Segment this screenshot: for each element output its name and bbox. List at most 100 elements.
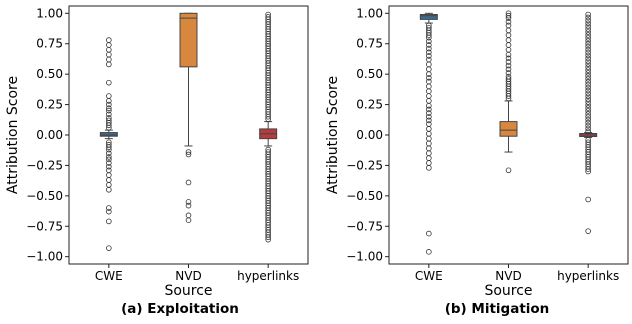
outlier-point	[106, 42, 112, 48]
outlier-point	[426, 145, 432, 152]
outlier-point	[585, 35, 591, 41]
outlier-point	[106, 172, 112, 178]
outlier-point	[585, 46, 591, 53]
outlier-point	[185, 179, 192, 186]
y-tick-label: 0.00	[356, 128, 383, 142]
outlier-point	[505, 70, 512, 76]
outlier-point	[426, 49, 432, 56]
chart-panel-2: −1.00 −0.75 −0.50 −0.25 0.00 0.25 0.50 0.75 1.00…	[325, 5, 629, 317]
box-hyperlinks	[259, 11, 278, 243]
outlier-point	[185, 149, 192, 155]
outlier-point	[106, 154, 112, 160]
outlier-point	[585, 137, 591, 143]
outlier-point	[426, 93, 432, 99]
outlier-point	[106, 37, 112, 43]
box-body	[99, 132, 118, 137]
y-tick-label: −0.50	[26, 189, 63, 203]
box-body	[499, 121, 518, 137]
box-cwe	[99, 37, 118, 251]
outlier-point	[585, 113, 591, 120]
outlier-point	[585, 122, 591, 129]
y-tick-label: 0.25	[356, 98, 383, 112]
outlier-point	[585, 116, 591, 123]
outlier-point	[585, 20, 591, 27]
outlier-point	[426, 230, 432, 237]
outlier-point	[426, 113, 432, 120]
outlier-point	[585, 93, 591, 100]
outlier-point	[505, 15, 512, 21]
outlier-point	[585, 11, 591, 18]
outlier-point	[106, 205, 112, 211]
outlier-point	[585, 67, 591, 73]
y-tick-label: −1.00	[26, 250, 63, 264]
outlier-point	[585, 26, 591, 32]
outlier-point	[426, 66, 432, 73]
outlier-point	[585, 40, 591, 47]
x-tick-label: NVD	[495, 269, 521, 283]
outlier-point	[426, 78, 432, 85]
outlier-point	[426, 98, 432, 104]
outlier-point	[106, 160, 112, 166]
y-tick-label: −0.25	[346, 158, 383, 172]
box-nvd	[499, 10, 518, 174]
outlier-point	[505, 12, 512, 19]
y-tick-label: 0.50	[356, 67, 383, 81]
outlier-point	[585, 228, 591, 234]
outlier-point	[426, 121, 432, 127]
y-axis-label: Attribution Score	[5, 76, 21, 194]
outlier-point	[426, 117, 432, 124]
y-tick-label: 0.50	[36, 67, 63, 81]
outlier-point	[185, 151, 192, 158]
outlier-point	[505, 62, 512, 69]
outlier-point	[585, 73, 591, 79]
outlier-point	[505, 27, 512, 34]
outlier-point	[585, 102, 591, 108]
outlier-point	[505, 95, 512, 102]
outlier-point	[585, 64, 591, 70]
outlier-point	[505, 66, 512, 73]
outlier-point	[505, 22, 512, 29]
outlier-point	[185, 212, 192, 219]
outlier-point	[426, 160, 432, 166]
outlier-point	[585, 87, 591, 94]
outlier-point	[585, 90, 591, 97]
outlier-point	[106, 150, 112, 157]
outlier-point	[185, 217, 192, 223]
outlier-point	[585, 32, 591, 38]
outlier-point	[585, 43, 591, 50]
y-tick-label: −1.00	[346, 250, 383, 264]
box-body	[419, 14, 438, 20]
outlier-point	[585, 111, 591, 117]
outlier-point	[185, 199, 192, 205]
outlier-point	[585, 78, 591, 85]
outlier-point	[426, 34, 432, 41]
chart-panel-1: −1.00 −0.75 −0.50 −0.25 0.00 0.25 0.50 0.75 1.00…	[5, 5, 309, 317]
outlier-point	[106, 47, 112, 53]
outlier-point	[505, 55, 512, 62]
outlier-point	[106, 93, 112, 99]
outlier-point	[426, 135, 432, 142]
outlier-point	[426, 110, 432, 116]
outlier-point	[585, 29, 591, 35]
outlier-point	[106, 101, 112, 108]
outlier-point	[185, 202, 192, 209]
x-tick-label: hyperlinks	[557, 269, 619, 283]
outlier-point	[585, 38, 591, 44]
outlier-point	[426, 56, 432, 63]
panel-caption: (a) Exploitation	[121, 301, 239, 317]
outlier-point	[505, 19, 512, 25]
outlier-point	[585, 55, 591, 62]
y-tick-label: −0.75	[346, 219, 383, 233]
panel-caption: (b) Mitigation	[445, 301, 550, 317]
outlier-point	[585, 108, 591, 114]
outlier-point	[106, 105, 112, 112]
y-tick-label: 1.00	[356, 6, 383, 20]
x-axis-label: Source	[484, 283, 532, 299]
outlier-point	[585, 52, 591, 59]
outlier-point	[505, 93, 512, 99]
outlier-point	[106, 56, 112, 63]
x-tick-label: CWE	[415, 269, 443, 283]
outlier-point	[426, 126, 432, 132]
outlier-point	[505, 59, 512, 65]
outlier-point	[106, 163, 112, 170]
